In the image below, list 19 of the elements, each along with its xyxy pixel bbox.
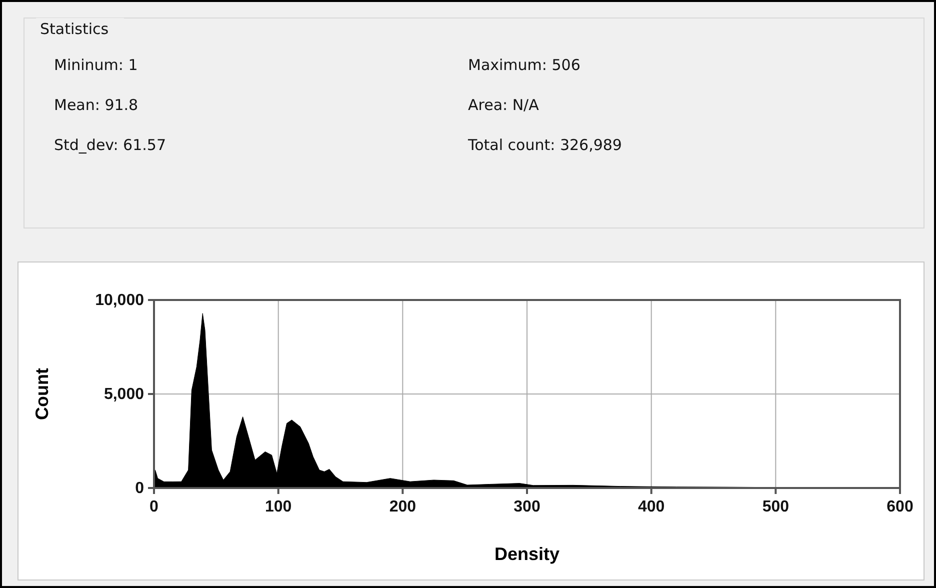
x-tick-label: 200 [389, 498, 416, 516]
x-tick-label: 400 [638, 498, 665, 516]
y-axis-title: Count [32, 368, 52, 420]
y-tick-label: 5,000 [104, 386, 144, 404]
text: Statistics [40, 20, 109, 38]
y-tick-label: 10,000 [95, 292, 144, 310]
text: Maximum: 506 [468, 56, 580, 74]
x-tick-label: 100 [264, 498, 292, 516]
y-tick-label: 0 [135, 480, 144, 498]
text: Total count: 326,989 [467, 136, 622, 154]
x-tick-label: 500 [762, 498, 790, 516]
x-tick-label: 600 [886, 498, 914, 516]
text: Std_dev: 61.57 [54, 136, 166, 154]
x-tick-label: 0 [150, 498, 159, 516]
text: Area: N/A [468, 96, 540, 114]
text: Mininum: 1 [54, 56, 138, 74]
x-tick-label: 300 [514, 498, 540, 516]
x-axis-title: Density [494, 544, 560, 564]
text: Mean: 91.8 [54, 96, 138, 114]
